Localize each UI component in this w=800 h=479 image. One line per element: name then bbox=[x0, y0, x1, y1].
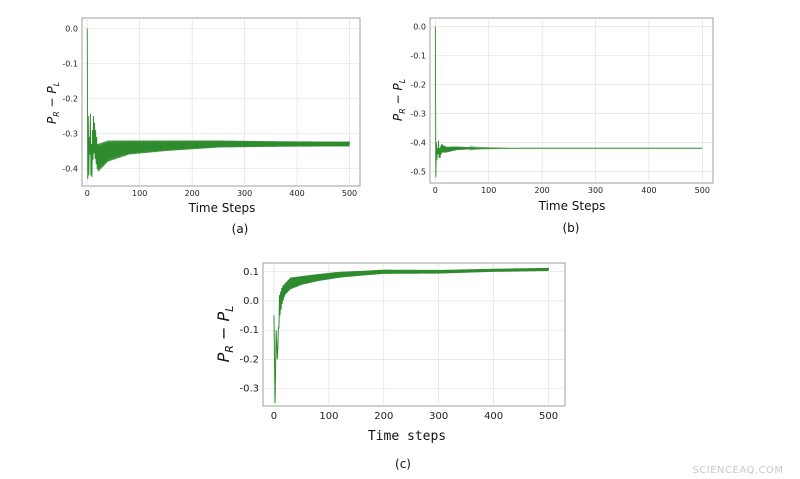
panel-c-y-tick-label: -0.3 bbox=[239, 383, 259, 394]
panel-a-x-tick-label: 0 bbox=[85, 189, 90, 198]
panel-b-x-tick-label: 0 bbox=[433, 186, 438, 195]
panel-c-y-tick-label: 0.1 bbox=[243, 267, 259, 278]
panel-b-y-tick-label: -0.3 bbox=[410, 110, 426, 119]
panel-c-x-tick-label: 400 bbox=[484, 411, 503, 422]
panel-b-x-tick-label: 400 bbox=[641, 186, 656, 195]
panel-c-series-line bbox=[273, 267, 550, 404]
panel-c-x-axis-label: Time steps bbox=[368, 429, 446, 444]
panel-c-grid bbox=[263, 263, 565, 406]
panel-a-x-ticks: 0 100 200 300 400 500 bbox=[85, 189, 357, 198]
panel-a-y-tick-label: -0.2 bbox=[62, 95, 78, 104]
panel-b-x-tick-label: 300 bbox=[588, 186, 603, 195]
panel-b: 0.0 -0.1 -0.2 -0.3 -0.4 -0.5 0 100 200 300 400 500… bbox=[391, 17, 714, 235]
panel-b-y-axis-label: PR − PL bbox=[391, 79, 407, 121]
panel-b-y-tick-label: -0.5 bbox=[410, 167, 426, 176]
panel-b-plot-area bbox=[429, 17, 714, 184]
panel-a-grid bbox=[82, 18, 360, 186]
panel-b-x-tick-label: 100 bbox=[481, 186, 496, 195]
panel-c-x-tick-label: 500 bbox=[539, 411, 558, 422]
panel-c-x-tick-label: 0 bbox=[271, 411, 277, 422]
panel-a-y-tick-label: -0.3 bbox=[62, 130, 78, 139]
panel-a-plot-area bbox=[81, 17, 361, 187]
panel-c-y-tick-label: 0.0 bbox=[243, 296, 259, 307]
panel-b-caption: (b) bbox=[563, 221, 580, 235]
panel-c-y-tick-label: -0.2 bbox=[239, 354, 259, 365]
panel-c-caption: (c) bbox=[395, 457, 411, 471]
panel-c-y-axis-label: PR − PL bbox=[214, 306, 236, 363]
panel-b-x-ticks: 0 100 200 300 400 500 bbox=[433, 186, 710, 195]
panel-c-plot-area bbox=[262, 262, 566, 407]
panel-a-y-tick-label: -0.1 bbox=[62, 60, 78, 69]
panel-b-y-tick-label: -0.1 bbox=[410, 52, 426, 61]
panel-c-x-ticks: 0 100 200 300 400 500 bbox=[271, 411, 558, 422]
panel-a-y-tick-label: -0.4 bbox=[62, 165, 78, 174]
panel-c-x-tick-label: 100 bbox=[319, 411, 338, 422]
panel-a-x-tick-label: 100 bbox=[132, 189, 147, 198]
panel-c-y-tick-label: -0.1 bbox=[239, 325, 259, 336]
panel-b-y-tick-label: -0.2 bbox=[410, 81, 426, 90]
panel-a-x-tick-label: 200 bbox=[185, 189, 200, 198]
panel-a-y-axis-label: PR − PL bbox=[45, 82, 61, 124]
panel-a-x-tick-label: 500 bbox=[342, 189, 357, 198]
panel-a-x-axis-label: Time Steps bbox=[188, 201, 256, 215]
panel-a-caption: (a) bbox=[232, 222, 249, 236]
watermark: SCIENCEAQ.COM bbox=[692, 465, 783, 476]
panel-a: 0.0 -0.1 -0.2 -0.3 -0.4 0 100 200 300 400 500 Tim… bbox=[45, 17, 361, 236]
panel-b-y-ticks: 0.0 -0.1 -0.2 -0.3 -0.4 -0.5 bbox=[410, 23, 426, 177]
panel-b-x-tick-label: 200 bbox=[534, 186, 549, 195]
panel-c-x-tick-label: 200 bbox=[374, 411, 393, 422]
panel-c-y-ticks: 0.1 0.0 -0.1 -0.2 -0.3 bbox=[239, 267, 259, 395]
panel-b-y-tick-label: 0.0 bbox=[413, 23, 426, 32]
panel-b-series-line bbox=[434, 26, 703, 178]
panel-a-x-tick-label: 400 bbox=[289, 189, 304, 198]
panel-b-x-axis-label: Time Steps bbox=[538, 199, 606, 213]
panel-b-y-tick-label: -0.4 bbox=[410, 138, 426, 147]
panel-a-y-tick-label: 0.0 bbox=[65, 25, 78, 34]
panel-b-x-tick-label: 500 bbox=[695, 186, 710, 195]
panel-c-x-tick-label: 300 bbox=[429, 411, 448, 422]
panel-a-series-line bbox=[86, 28, 350, 180]
panel-a-y-ticks: 0.0 -0.1 -0.2 -0.3 -0.4 bbox=[62, 25, 78, 174]
panel-c: 0.1 0.0 -0.1 -0.2 -0.3 0 100 200 300 400 500 Time… bbox=[214, 262, 566, 471]
panel-a-x-tick-label: 300 bbox=[237, 189, 252, 198]
